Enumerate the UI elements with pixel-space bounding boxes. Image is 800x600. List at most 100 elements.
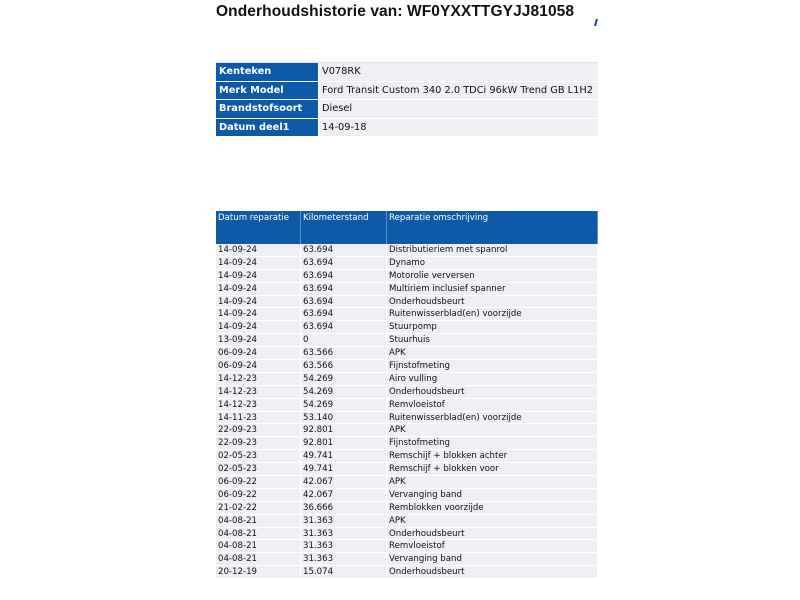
cell-date: 13-09-24 (216, 333, 301, 348)
cell-mileage: 31.363 (300, 539, 387, 554)
cell-mileage: 92.801 (300, 423, 387, 438)
table-row: 14-09-24 63.694 Multiriem inclusief spanne… (216, 282, 598, 296)
table-row: 14-09-24 63.694 Onderhoudsbeurt (216, 295, 598, 309)
info-label: Merk Model (216, 81, 319, 100)
cell-mileage: 63.694 (300, 307, 387, 322)
cell-mileage: 36.666 (300, 501, 387, 515)
table-row: 02-05-23 49.741 Remschijf + blokken achter (216, 449, 598, 464)
cell-mileage: 92.801 (300, 436, 387, 451)
table-row: 04-08-21 31.363 APK (216, 514, 598, 528)
repair-history-table: Datum reparatie Kilometerstand Reparatie… (216, 211, 598, 580)
cell-date: 04-08-21 (216, 552, 301, 567)
cell-date: 22-09-23 (216, 423, 301, 438)
cell-mileage: 31.363 (300, 514, 387, 528)
cell-description: Vervanging band (386, 488, 598, 502)
cell-date: 14-09-24 (216, 244, 301, 257)
cell-date: 14-09-24 (216, 295, 301, 309)
table-row: 21-02-22 36.666 Remblokken voorzijde (216, 501, 598, 515)
table-row: 02-05-23 49.741 Remschijf + blokken voor (216, 462, 598, 477)
info-value: Diesel (318, 99, 598, 119)
cell-date: 14-09-24 (216, 307, 301, 322)
cell-mileage: 63.694 (300, 256, 387, 270)
column-header-mileage: Kilometerstand (300, 211, 387, 244)
cell-description: APK (386, 346, 598, 361)
column-header-description: Reparatie omschrijving (386, 211, 598, 244)
table-row: 04-08-21 31.363 Remvloeistof (216, 539, 598, 554)
table-row: 14-12-23 54.269 Remvloeistof (216, 398, 598, 412)
cell-description: Remvloeistof (386, 539, 598, 554)
cell-description: Remvloeistof (386, 398, 598, 412)
cell-date: 14-09-24 (216, 282, 301, 296)
cell-description: Onderhoudsbeurt (386, 565, 598, 580)
table-row: 14-09-24 63.694 Dynamo (216, 256, 598, 270)
table-row: 14-12-23 54.269 Onderhoudsbeurt (216, 385, 598, 399)
table-row: 04-08-21 31.363 Vervanging band (216, 552, 598, 567)
cell-description: Fijnstofmeting (386, 436, 598, 451)
cell-description: Airo vulling (386, 372, 598, 386)
cell-description: Onderhoudsbeurt (386, 295, 598, 309)
cell-mileage: 63.694 (300, 282, 387, 296)
cell-description: APK (386, 514, 598, 528)
cell-date: 20-12-19 (216, 565, 301, 580)
table-row: 06-09-22 42.067 Vervanging band (216, 488, 598, 502)
info-label: Datum deel1 (216, 118, 319, 137)
cell-mileage: 63.694 (300, 269, 387, 283)
cell-date: 22-09-23 (216, 436, 301, 451)
cell-date: 06-09-24 (216, 346, 301, 361)
table-row: 04-08-21 31.363 Onderhoudsbeurt (216, 527, 598, 541)
table-row: 14-12-23 54.269 Airo vulling (216, 372, 598, 386)
info-label: Brandstofsoort (216, 99, 319, 119)
cell-mileage: 42.067 (300, 488, 387, 502)
logo-fragment (594, 19, 598, 26)
cell-description: APK (386, 475, 598, 489)
cell-mileage: 31.363 (300, 527, 387, 541)
table-row: 06-09-22 42.067 APK (216, 475, 598, 489)
table-row: 22-09-23 92.801 Fijnstofmeting (216, 436, 598, 451)
cell-date: 14-09-24 (216, 320, 301, 335)
cell-description: Multiriem inclusief spanner (386, 282, 598, 296)
cell-date: 14-09-24 (216, 269, 301, 283)
cell-description: Vervanging band (386, 552, 598, 567)
table-row: 14-09-24 63.694 Motorolie verversen (216, 269, 598, 283)
cell-mileage: 49.741 (300, 449, 387, 464)
cell-mileage: 54.269 (300, 372, 387, 386)
info-value: V078RK (318, 62, 598, 82)
table-row: 14-09-24 63.694 Stuurpomp (216, 320, 598, 335)
cell-description: Dynamo (386, 256, 598, 270)
cell-date: 14-09-24 (216, 256, 301, 270)
cell-mileage: 63.694 (300, 320, 387, 335)
info-value: 14-09-18 (318, 118, 598, 137)
cell-mileage: 54.269 (300, 385, 387, 399)
cell-description: Ruitenwisserblad(en) voorzijde (386, 307, 598, 322)
vehicle-info-table: Kenteken V078RK Merk Model Ford Transit Cus… (216, 62, 598, 137)
cell-date: 04-08-21 (216, 539, 301, 554)
cell-mileage: 63.566 (300, 359, 387, 373)
table-row: 14-11-23 53.140 Ruitenwisserblad(en) voorz… (216, 411, 598, 425)
cell-date: 04-08-21 (216, 527, 301, 541)
cell-date: 02-05-23 (216, 449, 301, 464)
cell-mileage: 63.566 (300, 346, 387, 361)
cell-date: 14-12-23 (216, 398, 301, 412)
cell-date: 14-12-23 (216, 372, 301, 386)
cell-date: 14-12-23 (216, 385, 301, 399)
cell-description: APK (386, 423, 598, 438)
cell-mileage: 31.363 (300, 552, 387, 567)
cell-description: Remschijf + blokken achter (386, 449, 598, 464)
cell-description: Ruitenwisserblad(en) voorzijde (386, 411, 598, 425)
cell-date: 02-05-23 (216, 462, 301, 477)
cell-mileage: 15.074 (300, 565, 387, 580)
column-header-date: Datum reparatie (216, 211, 301, 244)
cell-mileage: 54.269 (300, 398, 387, 412)
cell-description: Remblokken voorzijde (386, 501, 598, 515)
table-row: 20-12-19 15.074 Onderhoudsbeurt (216, 565, 598, 580)
table-row: 06-09-24 63.566 Fijnstofmeting (216, 359, 598, 373)
cell-description: Onderhoudsbeurt (386, 527, 598, 541)
info-row: Datum deel1 14-09-18 (216, 118, 598, 137)
cell-date: 04-08-21 (216, 514, 301, 528)
table-header-row: Datum reparatie Kilometerstand Reparatie… (216, 211, 598, 244)
table-row: 06-09-24 63.566 APK (216, 346, 598, 361)
info-value: Ford Transit Custom 340 2.0 TDCi 96kW Tr… (318, 81, 598, 100)
cell-date: 06-09-24 (216, 359, 301, 373)
cell-date: 14-11-23 (216, 411, 301, 425)
cell-description: Remschijf + blokken voor (386, 462, 598, 477)
